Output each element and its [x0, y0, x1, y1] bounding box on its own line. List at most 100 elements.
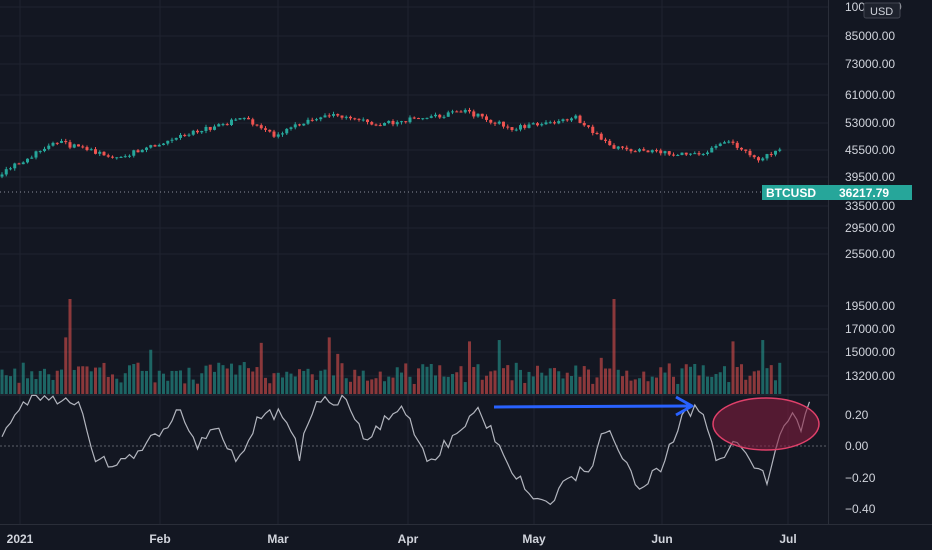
- candle-body: [123, 156, 127, 158]
- time-tick-label: Feb: [149, 532, 170, 546]
- volume-bar: [757, 370, 760, 394]
- time-tick-label: Mar: [267, 532, 289, 546]
- volume-bar: [684, 364, 688, 394]
- candle-body: [565, 119, 569, 121]
- candle-body: [714, 145, 718, 148]
- volume-bar: [47, 374, 51, 394]
- currency-label[interactable]: USD: [863, 2, 901, 19]
- volume-bar: [404, 363, 408, 394]
- volume-bar: [149, 349, 153, 394]
- volume-bar: [493, 370, 497, 394]
- volume-bar: [38, 370, 42, 394]
- volume-bar: [557, 371, 561, 394]
- volume-bar: [480, 379, 484, 394]
- candle-body: [442, 116, 446, 118]
- volume-bar: [187, 367, 191, 394]
- volume-bar: [578, 376, 582, 394]
- volume-bar: [106, 376, 110, 394]
- candle-body: [689, 153, 692, 155]
- volume-bar: [30, 371, 34, 394]
- candle-body: [680, 152, 684, 156]
- volume-bar: [225, 368, 229, 394]
- time-axis[interactable]: 2021 Feb Mar Apr May Jun Jul: [0, 524, 932, 547]
- volume-bar: [170, 370, 174, 394]
- volume-bar: [306, 368, 310, 394]
- volume-bar: [272, 373, 276, 394]
- price-tick-label: 33500.00: [845, 199, 895, 213]
- volume-bar: [200, 373, 204, 394]
- volume-bar: [361, 370, 365, 394]
- candle-body: [659, 150, 663, 154]
- volume-bar: [89, 371, 93, 394]
- candle-body: [234, 119, 238, 121]
- oscillator-scale[interactable]: 0.20 0.00 −0.20 −0.40: [845, 408, 876, 516]
- candle-body: [421, 118, 425, 120]
- volume-bar: [612, 299, 616, 394]
- volume-bar: [115, 378, 119, 394]
- candle-body: [196, 130, 199, 133]
- volume-bar: [221, 365, 225, 394]
- volume-bar: [336, 353, 340, 394]
- volume-bar: [570, 375, 573, 394]
- volume-bar: [663, 372, 667, 394]
- volume-bar: [506, 365, 510, 394]
- price-scale[interactable]: 100000.00 85000.00 73000.00 61000.00 530…: [828, 0, 903, 524]
- volume-bar: [761, 340, 765, 394]
- price-tick-label: 73000.00: [845, 57, 895, 71]
- volume-bar: [60, 369, 63, 394]
- candle-body: [119, 156, 123, 158]
- candle-body: [663, 151, 667, 154]
- volume-bar: [565, 372, 569, 394]
- candle-body: [434, 114, 437, 117]
- price-tick-label: 13200.00: [845, 369, 895, 383]
- volume-bar: [548, 368, 552, 394]
- candle-body: [55, 142, 59, 144]
- candle-body: [26, 158, 29, 163]
- candle-body: [162, 143, 165, 145]
- candle-body: [523, 125, 527, 128]
- volume-bar: [145, 370, 148, 394]
- volume-bar: [153, 382, 157, 394]
- volume-bar: [459, 366, 463, 394]
- volume-bar: [417, 368, 420, 394]
- volume-bar: [574, 365, 578, 394]
- candle-body: [315, 119, 318, 121]
- candle-body: [98, 151, 102, 154]
- volume-bar: [701, 365, 705, 394]
- candle-body: [0, 174, 4, 177]
- candle-body: [47, 145, 51, 149]
- candle-body: [693, 153, 697, 155]
- volume-bar: [217, 362, 221, 394]
- candle-body: [638, 149, 641, 152]
- volume-bar: [370, 379, 374, 394]
- candle-body: [723, 142, 726, 144]
- volume-bar: [174, 370, 178, 394]
- candle-body: [349, 116, 352, 119]
- candle-body: [323, 115, 327, 118]
- volume-bar: [310, 374, 314, 394]
- volume-bar: [667, 363, 671, 394]
- price-tick-label: 25500.00: [845, 247, 895, 261]
- volume-bar: [387, 376, 391, 394]
- candle-body: [684, 152, 688, 155]
- candle-body: [778, 149, 782, 151]
- candle-body: [221, 124, 225, 126]
- candle-body: [225, 124, 229, 126]
- candle-body: [64, 140, 68, 143]
- candle-body: [374, 124, 378, 126]
- candle-body: [718, 143, 722, 146]
- volume-bar: [489, 371, 493, 394]
- volume-bar: [744, 379, 748, 394]
- volume-bar: [383, 381, 386, 394]
- candle-body: [132, 150, 136, 156]
- candle-body: [672, 154, 675, 156]
- volume-bar: [774, 380, 777, 394]
- volume-bar: [102, 362, 106, 394]
- volume-bar: [13, 368, 17, 394]
- candle-body: [157, 144, 161, 147]
- candle-body: [548, 122, 552, 124]
- candle-body: [60, 140, 63, 143]
- volume-bar: [531, 376, 535, 394]
- candle-body: [30, 157, 34, 159]
